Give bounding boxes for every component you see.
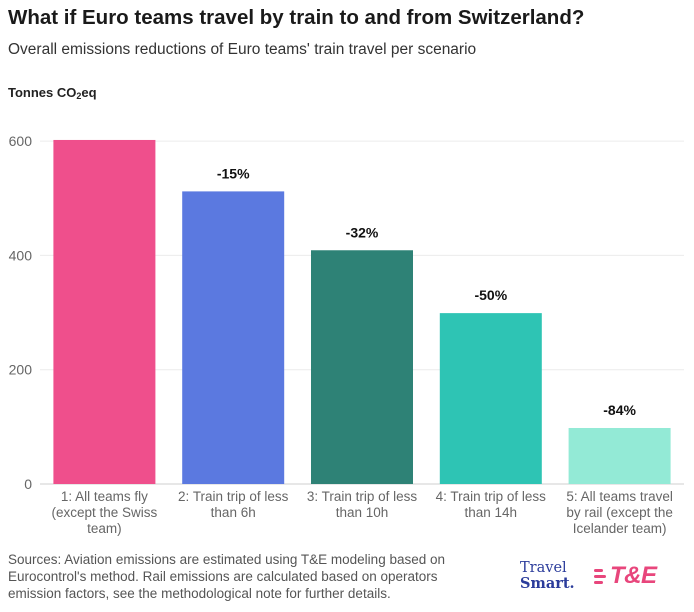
x-category-label-line: than 6h — [211, 505, 256, 520]
x-category-label-line: 3: Train trip of less — [307, 489, 418, 504]
x-category-label-line: Icelander team) — [573, 521, 667, 536]
bar-data-label: -15% — [217, 165, 250, 181]
bar — [568, 427, 671, 484]
y-tick-label: 400 — [9, 247, 33, 263]
te-logo: T&E — [594, 562, 657, 590]
chart-subtitle: Overall emissions reductions of Euro tea… — [8, 41, 477, 58]
travelsmart-logo: Travel Smart. — [520, 560, 575, 592]
bar-data-label: -50% — [474, 287, 507, 303]
x-category-label: 4: Train trip of less than 14h — [436, 489, 547, 520]
x-category-label: 2: Train trip of less than 6h — [178, 489, 289, 520]
sources-note: Sources: Aviation emissions are estimate… — [8, 552, 445, 601]
bar-data-label: -32% — [346, 224, 379, 240]
x-category-label-line: 4: Train trip of less — [436, 489, 547, 504]
te-logo-text: T&E — [610, 562, 657, 589]
x-category-label-line: than 10h — [336, 505, 389, 520]
y-tick-label: 0 — [24, 476, 32, 492]
bar — [182, 191, 285, 484]
y-tick-label: 200 — [9, 362, 33, 378]
travelsmart-logo-line1: Travel — [520, 560, 567, 576]
bar-data-label: -84% — [603, 402, 636, 418]
x-category-label-line: 2: Train trip of less — [178, 489, 289, 504]
x-category-label-line: than 14h — [465, 505, 518, 520]
unit-subscript: 2 — [76, 91, 82, 101]
x-category-label: 1: All teams fly (except the Swiss team) — [52, 489, 158, 536]
bar — [439, 313, 542, 484]
y-axis-unit-label: Tonnes CO2eq — [8, 85, 97, 101]
y-tick-label: 600 — [9, 133, 33, 149]
x-category-label-line: 5: All teams travel — [566, 489, 673, 504]
chart-title: What if Euro teams travel by train to an… — [8, 6, 585, 29]
bar — [311, 250, 413, 484]
x-category-label-line: (except the Swiss — [52, 505, 158, 520]
unit-prefix: Tonnes CO — [8, 85, 77, 100]
x-category-label: 3: Train trip of less than 10h — [307, 489, 418, 520]
travelsmart-logo-line2: Smart. — [520, 575, 575, 592]
x-category-label-line: team) — [87, 521, 122, 536]
te-logo-mark-icon — [594, 568, 606, 584]
x-category-label: 5: All teams travel by rail (except the Ic… — [566, 489, 673, 536]
x-category-label-line: by rail (except the — [566, 505, 673, 520]
bar — [53, 139, 156, 484]
bar-chart: 0 200 400 600 1: All teams fly (except the Sw… — [9, 133, 684, 536]
x-category-label-line: 1: All teams fly — [61, 489, 148, 504]
unit-suffix: eq — [81, 85, 97, 100]
